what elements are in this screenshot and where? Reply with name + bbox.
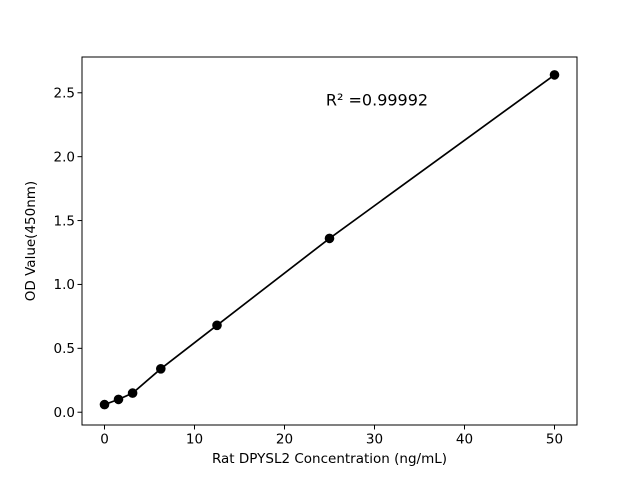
x-tick-label: 20 (276, 432, 293, 448)
r-squared-annotation: R² =0.99992 (325, 90, 429, 110)
data-point-marker (113, 394, 124, 405)
y-tick-label: 2.0 (54, 149, 75, 165)
data-point-marker (212, 320, 222, 331)
y-tick-label: 2.5 (54, 86, 75, 102)
x-tick-label: 50 (546, 432, 563, 448)
x-tick-label: 0 (100, 432, 109, 448)
data-point-marker (549, 70, 560, 80)
y-tick-label: 1.5 (54, 213, 75, 229)
y-tick-label: 0.5 (54, 341, 75, 357)
y-tick-label: 1.0 (54, 277, 75, 293)
data-point-marker (324, 233, 335, 244)
data-point-marker (127, 388, 138, 398)
y-axis-label: OD Value(450nm) (23, 180, 39, 302)
x-tick-label: 10 (186, 432, 203, 448)
data-point-marker (99, 399, 110, 410)
plot-frame (81, 56, 578, 426)
data-point-marker (156, 364, 166, 374)
x-tick-label: 30 (366, 432, 383, 448)
x-tick-label: 40 (456, 432, 473, 448)
x-axis-label: Rat DPYSL2 Concentration (ng/mL) (211, 451, 448, 467)
y-tick-label: 0.0 (54, 405, 75, 421)
